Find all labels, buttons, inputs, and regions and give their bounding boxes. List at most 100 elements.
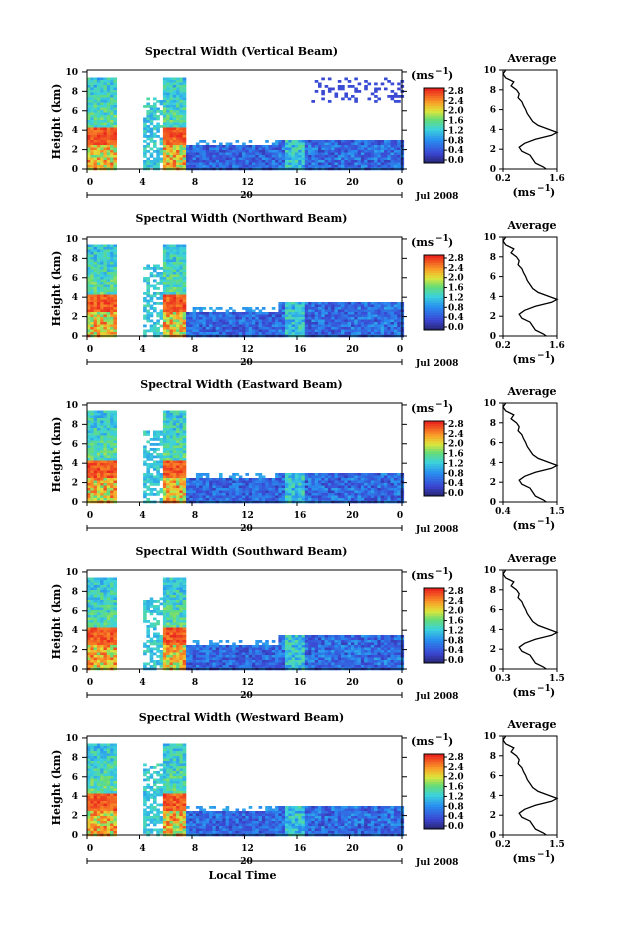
heatmap-cell	[341, 491, 345, 494]
heatmap-cell	[179, 292, 183, 295]
heatmap-cell	[384, 163, 388, 166]
colorbar-tick-label: 2.0	[448, 107, 464, 117]
heatmap-cell	[146, 282, 150, 285]
heatmap-cell	[315, 317, 319, 320]
heatmap-cell	[87, 315, 91, 318]
heatmap-cell	[104, 272, 108, 275]
heatmap-cell	[186, 148, 190, 151]
heatmap-cell	[97, 595, 101, 598]
heatmap-cell	[113, 100, 117, 103]
heatmap-cell	[87, 140, 91, 143]
heatmap-cell	[315, 327, 319, 330]
heatmap-cell	[394, 165, 398, 168]
heatmap-cell	[209, 165, 213, 168]
heatmap-cell	[321, 310, 325, 313]
heatmap-cell	[236, 317, 240, 320]
heatmap-cell	[163, 145, 167, 148]
heatmap-cell	[311, 163, 315, 166]
heatmap-cell	[308, 488, 312, 491]
heatmap-cell	[354, 148, 358, 151]
heatmap-cell	[97, 123, 101, 126]
heatmap-cell	[206, 483, 210, 486]
heatmap-cell	[216, 163, 220, 166]
heatmap-cell	[358, 160, 362, 163]
colorbar-segment	[424, 121, 444, 124]
heatmap-cell	[173, 252, 177, 255]
heatmap-cell	[113, 267, 117, 270]
heatmap-cell	[381, 315, 385, 318]
heatmap-cell	[292, 488, 296, 491]
heatmap-cell	[163, 315, 167, 318]
heatmap-cell	[104, 275, 108, 278]
heatmap-cell	[90, 145, 94, 148]
heatmap-cell	[216, 158, 220, 161]
heatmap-cell	[110, 118, 114, 121]
heatmap-cell	[94, 585, 98, 588]
colorbar-segment	[424, 273, 444, 276]
heatmap-cell	[113, 125, 117, 128]
heatmap-cell	[377, 88, 381, 91]
heatmap-cell	[384, 493, 388, 496]
heatmap-cell	[87, 290, 91, 293]
heatmap-cell	[146, 302, 150, 305]
heatmap-cell	[179, 163, 183, 166]
average-y-tick-label: 4	[490, 125, 496, 135]
heatmap-cell	[259, 155, 263, 158]
colorbar-segment	[424, 138, 444, 141]
colorbar-tick-label: 1.6	[448, 450, 464, 460]
heatmap-cell	[183, 446, 187, 449]
heatmap-cell	[110, 83, 114, 86]
heatmap-cell	[110, 466, 114, 469]
heatmap-cell	[146, 471, 150, 474]
heatmap-cell	[288, 496, 292, 499]
heatmap-cell	[335, 483, 339, 486]
heatmap-cell	[94, 292, 98, 295]
heatmap-cell	[176, 100, 180, 103]
heatmap-cell	[156, 315, 160, 318]
heatmap-cell	[163, 325, 167, 328]
heatmap-cell	[391, 332, 395, 335]
heatmap-cell	[387, 160, 391, 163]
heatmap-cell	[384, 150, 388, 153]
heatmap-cell	[315, 322, 319, 325]
heatmap-cell	[87, 287, 91, 290]
heatmap-cell	[278, 153, 282, 156]
heatmap-cell	[97, 130, 101, 133]
heatmap-cell	[315, 312, 319, 315]
heatmap-cell	[166, 327, 170, 330]
heatmap-cell	[325, 163, 329, 166]
heatmap-cell	[183, 456, 187, 459]
heatmap-cell	[305, 493, 309, 496]
heatmap-cell	[113, 155, 117, 158]
heatmap-cell	[328, 325, 332, 328]
heatmap-cell	[94, 653, 98, 656]
heatmap-cell	[384, 320, 388, 323]
heatmap-cell	[331, 310, 335, 313]
heatmap-cell	[354, 322, 358, 325]
heatmap-cell	[354, 476, 358, 479]
heatmap-cell	[269, 165, 273, 168]
heatmap-cell	[226, 488, 230, 491]
heatmap-cell	[269, 481, 273, 484]
heatmap-cell	[176, 150, 180, 153]
heatmap-cell	[348, 305, 352, 308]
x-tick-label: 8	[192, 178, 198, 188]
heatmap-cell	[302, 496, 306, 499]
heatmap-cell	[173, 247, 177, 250]
heatmap-cell	[183, 133, 187, 136]
heatmap-cell	[206, 488, 210, 491]
heatmap-cell	[311, 320, 315, 323]
heatmap-cell	[100, 300, 104, 303]
heatmap-cell	[335, 473, 339, 476]
colorbar-segment	[424, 459, 444, 462]
heatmap-cell	[325, 498, 329, 501]
heatmap-cell	[249, 496, 253, 499]
heatmap-cell	[150, 476, 154, 479]
heatmap-cell	[179, 456, 183, 459]
heatmap-cell	[321, 148, 325, 151]
heatmap-cell	[87, 250, 91, 253]
heatmap-cell	[94, 580, 98, 583]
heatmap-cell	[113, 130, 117, 133]
heatmap-cell	[143, 277, 147, 280]
heatmap-cell	[179, 486, 183, 489]
